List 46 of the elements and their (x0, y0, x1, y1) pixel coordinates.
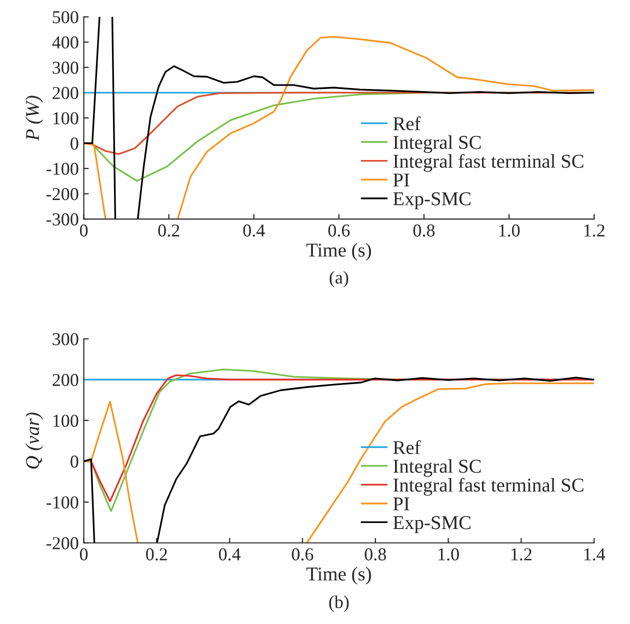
y-tick-label: 0 (70, 456, 78, 468)
x-tick-label: 0.8 (364, 548, 386, 561)
text: (a) (330, 270, 348, 288)
x-tick-label: 0.2 (146, 548, 167, 561)
y-axis-title: P (W) (25, 96, 44, 141)
y-tick-label: 0 (70, 137, 78, 150)
text: (b) (329, 595, 349, 612)
x-tick-label: 0.6 (328, 224, 350, 237)
y-tick-label: -100 (46, 162, 78, 175)
x-tick-label: 1.2 (584, 224, 604, 237)
y-tick-label: 300 (52, 62, 78, 74)
x-axis-title: Time (s) (306, 243, 371, 261)
y-axis-title: Q (var) (25, 412, 44, 469)
x-tick-label: 0.4 (243, 224, 265, 237)
legend-label: Integral SC (393, 459, 481, 477)
x-tick-label: 0.4 (218, 548, 241, 561)
legend-label: Ref (393, 440, 421, 454)
legend-label: Exp-SMC (393, 516, 470, 534)
x-tick-label: 1.4 (584, 548, 606, 561)
legend-label: Ref (393, 116, 421, 130)
legend-label: Exp-SMC (393, 192, 470, 210)
y-tick-label: -200 (46, 537, 78, 550)
x-tick-label: 0 (80, 548, 88, 560)
y-tick-label: 500 (52, 11, 78, 24)
x-tick-label: 1.0 (499, 224, 520, 237)
x-tick-label: 1.2 (511, 548, 532, 561)
y-tick-label: 200 (52, 374, 78, 386)
y-tick-label: 300 (52, 333, 78, 346)
y-tick-label: 100 (53, 414, 78, 427)
y-tick-label: 100 (53, 112, 78, 124)
x-tick-label: 1.0 (438, 548, 459, 561)
x-tick-label: 0.6 (292, 548, 314, 561)
y-tick-label: -300 (46, 213, 78, 226)
y-tick-label: 200 (52, 86, 78, 100)
legend-label: Integral SC (393, 135, 481, 153)
y-tick-label: -100 (46, 496, 78, 509)
x-tick-label: 0 (80, 224, 88, 237)
x-tick-label: 0.2 (158, 224, 180, 237)
legend-label: PI (393, 174, 410, 186)
y-tick-label: -200 (46, 188, 78, 200)
legend-label: Integral fast terminal SC (393, 154, 584, 172)
y-tick-label: 400 (52, 36, 78, 49)
legend-label: Integral fast terminal SC (393, 478, 584, 496)
x-axis-title: Time (s) (306, 566, 371, 585)
x-tick-label: 0.8 (413, 224, 435, 237)
legend-label: PI (393, 498, 410, 510)
